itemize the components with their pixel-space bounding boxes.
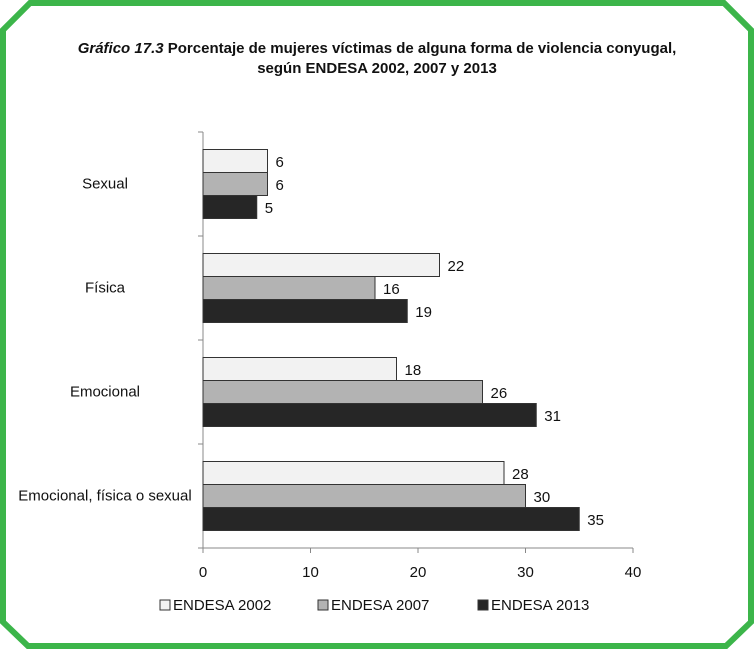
title-text: Porcentaje de mujeres víctimas de alguna… — [167, 40, 677, 57]
legend-label: ENDESA 2007 — [331, 597, 429, 614]
legend-label: ENDESA 2002 — [173, 597, 271, 614]
value-label: 22 — [448, 258, 465, 275]
x-tick-label: 40 — [625, 564, 642, 581]
value-label: 19 — [415, 304, 432, 321]
value-label: 16 — [383, 281, 400, 298]
bar — [202, 276, 376, 300]
legend-swatch — [317, 599, 329, 611]
value-label: 35 — [587, 512, 604, 529]
bar — [202, 195, 258, 219]
category-label: Emocional, física o sexual — [18, 487, 192, 505]
bar — [202, 461, 505, 485]
category-label: Emocional — [69, 383, 141, 401]
x-tick-label: 20 — [410, 564, 427, 581]
bar — [202, 403, 537, 427]
category-label: Sexual — [82, 175, 128, 193]
value-label: 5 — [265, 200, 273, 217]
value-label: 30 — [534, 489, 551, 506]
title-label: Gráfico 17.3 — [77, 40, 164, 57]
bar — [202, 507, 580, 531]
value-label: 28 — [512, 466, 529, 483]
bar — [202, 149, 268, 173]
bar — [202, 484, 526, 508]
x-tick-label: 0 — [199, 564, 207, 581]
value-label: 26 — [491, 385, 508, 402]
bar — [202, 253, 440, 277]
value-label: 6 — [276, 154, 284, 171]
title-line-2: según ENDESA 2002, 2007 y 2013 — [257, 60, 497, 77]
bar — [202, 380, 483, 404]
title-line-1: Gráfico 17.3 Porcentaje de mujeres vícti… — [0, 40, 754, 57]
value-label: 6 — [276, 177, 284, 194]
x-tick-label: 10 — [302, 564, 319, 581]
bar — [202, 299, 408, 323]
value-label: 31 — [544, 408, 561, 425]
category-label: Física — [84, 279, 125, 297]
bar — [202, 357, 397, 381]
value-label: 18 — [405, 362, 422, 379]
legend-swatch — [159, 599, 171, 611]
legend-label: ENDESA 2013 — [491, 597, 589, 614]
bar — [202, 172, 268, 196]
x-tick-label: 30 — [517, 564, 534, 581]
legend-swatch — [477, 599, 489, 611]
